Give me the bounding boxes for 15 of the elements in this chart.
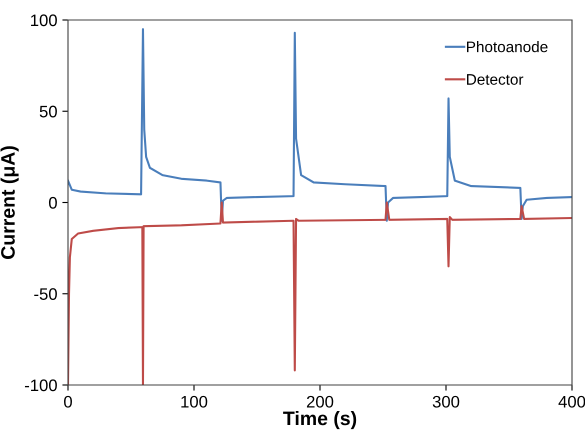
legend-label: Photoanode (467, 41, 548, 52)
y-tick-label: 0 (48, 196, 57, 209)
y-tick-label: 50 (40, 106, 57, 118)
y-axis-title: Current (μA) (0, 146, 19, 259)
x-axis-title: Time (s) (283, 410, 356, 430)
y-tick-label: -50 (34, 288, 57, 300)
x-tick-label: 100 (181, 396, 208, 408)
y-tick-label: 100 (31, 14, 57, 26)
x-tick-label: 300 (432, 396, 460, 408)
x-tick-label: 200 (306, 396, 334, 408)
legend-label: Detector (467, 74, 524, 85)
x-tick-label: 0 (64, 396, 72, 408)
x-tick-label: 400 (558, 396, 585, 408)
line-series (68, 28, 572, 222)
y-tick-label: -100 (24, 379, 57, 392)
